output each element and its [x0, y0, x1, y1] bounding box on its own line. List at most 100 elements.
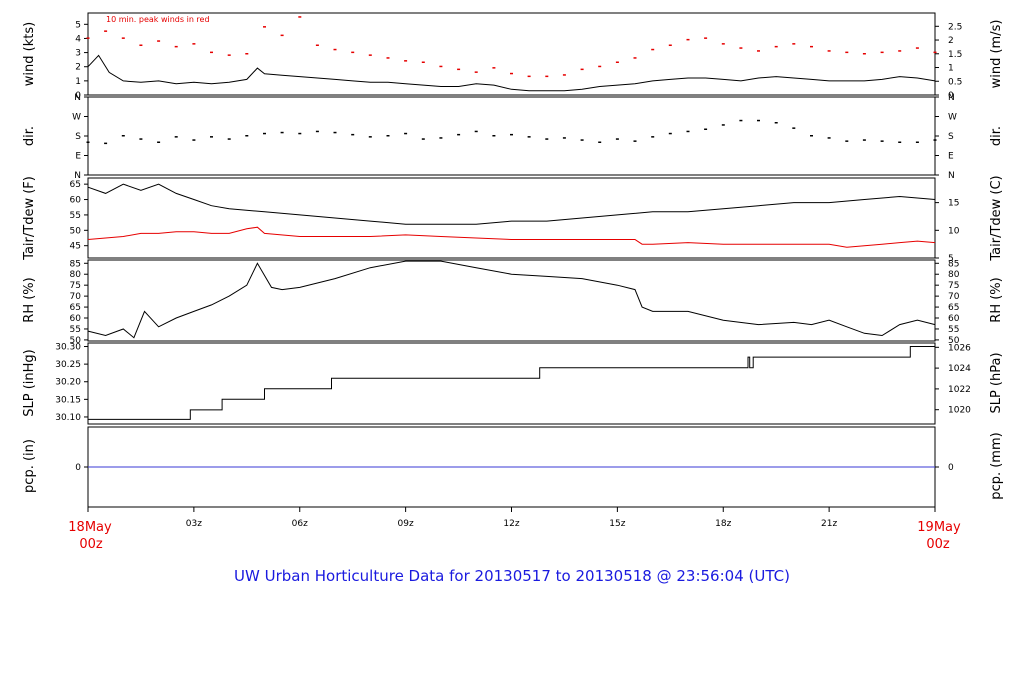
dir-point [615, 138, 619, 140]
dir-point [333, 131, 337, 134]
dir-point [774, 122, 778, 124]
wind-point [439, 65, 443, 68]
precip-right-label: pcp. (mm) [989, 432, 1004, 499]
wind-point [580, 68, 584, 71]
wind-point [492, 67, 496, 69]
right-tick-label: 1020 [948, 406, 971, 416]
left-tick-label: 65 [70, 303, 81, 313]
dir-point [139, 138, 143, 140]
right-tick-label: 1 [948, 64, 954, 74]
dir-point [351, 133, 355, 136]
right-tick-label: 1022 [948, 385, 971, 395]
left-tick-label: 80 [70, 270, 82, 280]
wind-left-label: wind (kts) [22, 22, 37, 86]
right-tick-label: N [948, 171, 955, 181]
dir-point [633, 140, 637, 142]
dir-point [810, 135, 813, 137]
wind-point [351, 51, 355, 54]
wind-series-line [87, 54, 936, 92]
wind-point [527, 75, 531, 78]
panel-slp-frame [87, 342, 936, 425]
dir-point [245, 135, 249, 137]
wind-point [792, 43, 796, 45]
dir-point [315, 130, 319, 133]
wind-point [86, 37, 90, 39]
wind-point [827, 50, 831, 52]
wind-point [545, 75, 549, 78]
left-tick-label: 30.30 [55, 343, 81, 353]
dir-point [404, 132, 408, 135]
right-tick-label: 85 [948, 259, 959, 269]
axis-ticks: 01234500.511.522.5NESWNNESWN455055606551… [55, 20, 971, 473]
left-tick-label: 30.25 [55, 360, 81, 370]
left-tick-label: 60 [70, 196, 82, 206]
dir-point [263, 132, 266, 135]
slp-series-step [88, 346, 935, 420]
wind-point [263, 26, 266, 28]
left-tick-label: 55 [70, 325, 81, 335]
dir-point [174, 136, 178, 138]
time-start-day: 18May [68, 520, 112, 535]
left-tick-label: N [74, 171, 81, 181]
wind-point [192, 43, 196, 45]
left-tick-label: 3 [75, 49, 81, 59]
dir-point [898, 141, 902, 143]
wind-point [651, 48, 655, 51]
slp-left-label: SLP (inHg) [22, 349, 37, 417]
right-tick-label: 5 [948, 254, 954, 264]
time-tick-label: 21z [821, 519, 837, 529]
right-tick-label: 75 [948, 281, 959, 291]
dir-point [386, 135, 390, 137]
wind-point [598, 65, 602, 68]
right-tick-label: 1.5 [948, 50, 962, 60]
right-tick-label: 0.5 [948, 77, 962, 87]
temperature-series-line [87, 226, 936, 248]
dir-point [915, 141, 919, 143]
wind-point [333, 48, 337, 51]
dir-point [845, 140, 849, 142]
right-tick-label: 50 [948, 336, 960, 346]
time-start-hour: 00z [79, 537, 103, 552]
right-tick-label: 0 [948, 463, 954, 473]
left-tick-label: 0 [75, 91, 81, 101]
left-tick-label: 50 [70, 336, 82, 346]
right-tick-label: 2 [948, 36, 954, 46]
rh-series-line [87, 260, 936, 339]
dir-point [280, 131, 284, 134]
dir-point [492, 135, 496, 137]
right-tick-label: E [948, 152, 954, 162]
wind-point [510, 72, 513, 75]
wind-point [421, 61, 425, 63]
left-tick-label: 50 [70, 226, 82, 236]
dir-point [510, 133, 513, 136]
dir-point [562, 137, 566, 139]
dir-point [651, 136, 655, 138]
wind-point [457, 68, 461, 71]
dir-left-label: dir. [22, 126, 37, 146]
left-tick-label: 70 [70, 292, 82, 302]
dir-point [457, 133, 461, 136]
left-tick-label: S [75, 132, 81, 142]
right-tick-label: 2.5 [948, 22, 962, 32]
wind-point [474, 71, 478, 73]
wind-point [721, 43, 725, 45]
time-tick-label: 15z [609, 519, 625, 529]
wind-point [386, 57, 390, 59]
dir-point [439, 137, 443, 139]
dir-point [545, 138, 549, 140]
dir-point [210, 136, 213, 138]
wind-point [157, 40, 161, 42]
dir-point [862, 139, 866, 141]
dir-point [121, 135, 125, 137]
left-tick-label: 0 [75, 463, 81, 473]
right-tick-label: 55 [948, 325, 959, 335]
chart-title: UW Urban Horticulture Data for 20130517 … [234, 567, 790, 585]
wind-point [880, 51, 884, 54]
dir-point [527, 136, 531, 138]
left-tick-label: 75 [70, 281, 81, 291]
dir-point [580, 139, 584, 141]
temperature-series-line [87, 183, 936, 225]
time-tick-label: 09z [398, 519, 414, 529]
rh-left-label: RH (%) [22, 277, 37, 322]
